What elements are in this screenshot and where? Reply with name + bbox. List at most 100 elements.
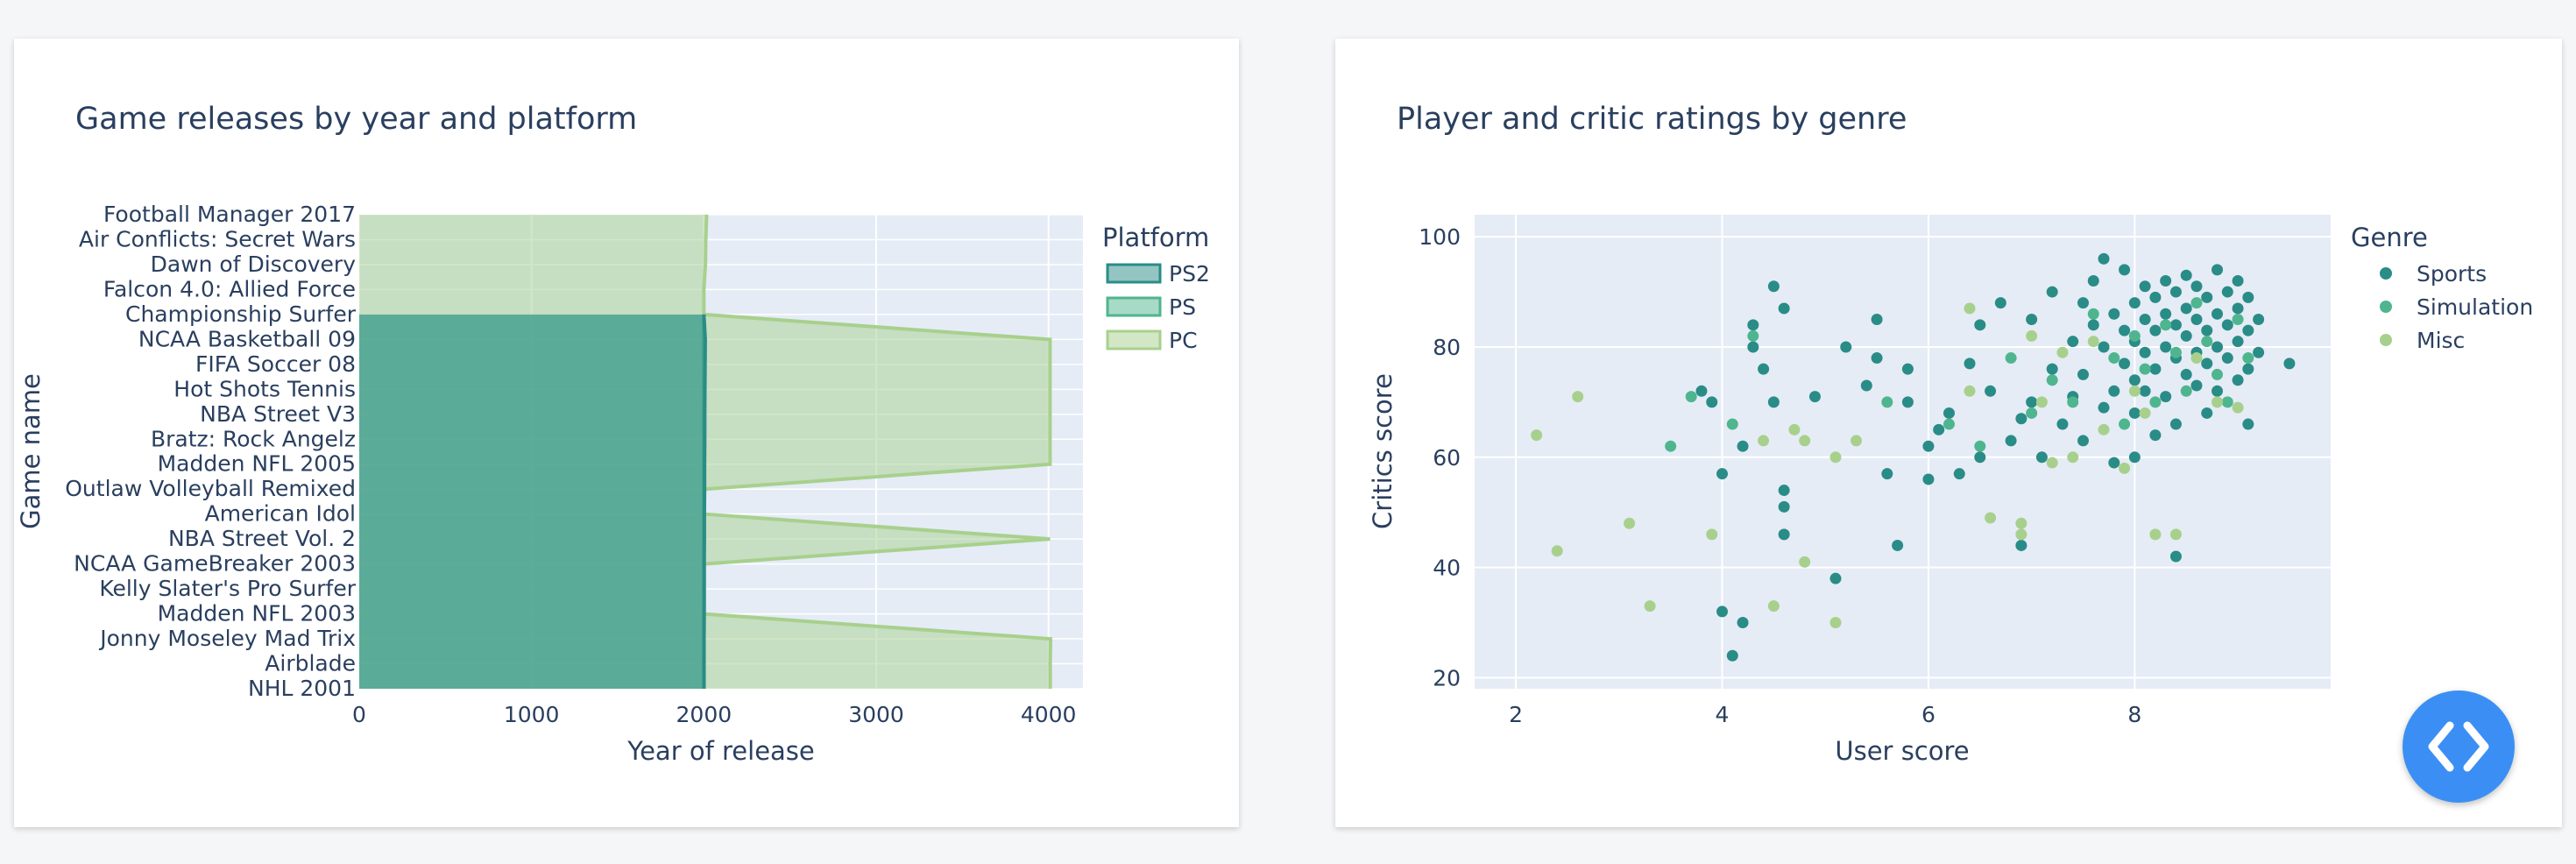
scatter-point-sports — [2232, 336, 2244, 348]
scatter-point-sports — [2180, 329, 2192, 342]
scatter-point-sports — [2242, 324, 2254, 336]
right-y-tick-label: 20 — [1433, 665, 1461, 690]
scatter-point-sports — [2180, 302, 2192, 315]
series-line-ps2 — [702, 314, 707, 689]
scatter-point-misc — [2149, 528, 2162, 541]
right-legend-label: Sports — [2417, 261, 2487, 287]
left-y-axis-title: Game name — [16, 373, 46, 529]
scatter-point-sports — [1840, 341, 1852, 353]
scatter-point-misc — [2035, 396, 2048, 408]
scatter-point-sports — [1881, 468, 1893, 480]
scatter-point-sports — [1737, 440, 1749, 452]
scatter-point-misc — [1964, 302, 1976, 315]
scatter-point-sports — [2169, 319, 2182, 331]
scatter-point-sports — [1778, 302, 1790, 315]
scatter-point-sports — [1943, 407, 1955, 419]
scatter-point-sports — [1778, 485, 1790, 497]
scatter-point-sports — [2212, 264, 2224, 276]
scatter-point-misc — [1799, 435, 1811, 447]
scatter-point-sports — [2242, 418, 2254, 430]
scatter-point-misc — [1624, 517, 1636, 529]
right-y-axis-title: Critics score — [1368, 373, 1398, 529]
series-area-ps2 — [359, 314, 705, 689]
legend-swatch-pc — [1106, 329, 1162, 351]
scatter-point-sports — [1985, 385, 1997, 397]
scatter-point-sports — [2232, 302, 2244, 315]
scatter-point-sports — [1829, 572, 1842, 584]
scatter-point-sports — [2046, 286, 2058, 298]
left-x-tick-label: 2000 — [676, 702, 732, 727]
scatter-point-sports — [1974, 451, 1986, 464]
scatter-point-misc — [1829, 617, 1842, 629]
scatter-point-misc — [2015, 528, 2028, 541]
scatter-point-misc — [2087, 336, 2099, 348]
left-chart-title: Game releases by year and platform — [75, 102, 638, 137]
left-y-tick-label: Madden NFL 2003 — [158, 601, 356, 627]
left-y-tick-label: Bratz: Rock Angelz — [151, 426, 356, 451]
scatter-point-sports — [2253, 314, 2265, 326]
scatter-point-sports — [2139, 314, 2151, 326]
right-plot-background — [1475, 215, 2331, 689]
scatter-point-sports — [2108, 385, 2120, 397]
scatter-point-misc — [1829, 451, 1842, 464]
scatter-point-simulation — [2087, 308, 2099, 320]
scatter-point-sports — [2108, 457, 2120, 469]
left-y-tick-label: Falcon 4.0: Allied Force — [103, 276, 356, 301]
scatter-point-simulation — [2180, 385, 2192, 397]
scatter-point-simulation — [2026, 407, 2038, 419]
scatter-point-sports — [2087, 319, 2099, 331]
left-x-tick-label: 3000 — [848, 702, 904, 727]
scatter-point-sports — [2160, 341, 2172, 353]
scatter-point-misc — [2119, 462, 2131, 474]
left-y-tick-label: Hot Shots Tennis — [173, 376, 356, 401]
scatter-point-sports — [1933, 423, 1945, 436]
code-toggle-button[interactable] — [2403, 690, 2515, 803]
left-y-tick-label: Championship Surfer — [125, 301, 357, 327]
scatter-point-sports — [1964, 358, 1976, 370]
left-y-tick-label: Outlaw Volleyball Remixed — [65, 476, 356, 501]
right-x-tick-label: 8 — [2127, 702, 2141, 727]
scatter-point-sports — [2056, 418, 2069, 430]
scatter-point-sports — [1808, 391, 1821, 403]
scatter-point-misc — [1644, 600, 1656, 613]
scatter-point-simulation — [2067, 396, 2079, 408]
scatter-point-misc — [2015, 517, 2028, 529]
scatter-point-sports — [1747, 341, 1759, 353]
scatter-point-simulation — [1974, 440, 1986, 452]
scatter-point-sports — [2077, 435, 2089, 447]
scatter-point-sports — [2232, 274, 2244, 287]
left-y-tick-label: NBA Street V3 — [200, 401, 356, 427]
scatter-point-misc — [2056, 346, 2069, 358]
scatter-point-sports — [1901, 363, 1914, 375]
scatter-point-sports — [2098, 252, 2110, 265]
scatter-point-sports — [2169, 550, 2182, 563]
right-y-tick-label: 100 — [1419, 224, 1461, 250]
left-y-tick-label: Airblade — [265, 651, 356, 676]
right-legend-label: Simulation — [2417, 294, 2533, 320]
scatter-point-sports — [1778, 500, 1790, 513]
left-y-tick-label: NCAA GameBreaker 2003 — [74, 551, 356, 577]
scatter-point-sports — [2098, 341, 2110, 353]
right-chart-title: Player and critic ratings by genre — [1397, 102, 1907, 137]
legend-marker-misc — [2380, 334, 2392, 346]
scatter-point-sports — [2201, 291, 2213, 303]
scatter-point-sports — [2283, 358, 2296, 370]
scatter-point-sports — [2221, 319, 2233, 331]
scatter-point-sports — [2180, 269, 2192, 281]
scatter-point-sports — [2160, 308, 2172, 320]
scatter-point-sports — [2160, 274, 2172, 287]
scatter-point-simulation — [2190, 297, 2203, 309]
scatter-point-misc — [1531, 429, 1543, 442]
scatter-point-simulation — [2046, 374, 2058, 386]
scatter-point-sports — [2005, 435, 2017, 447]
scatter-point-misc — [2026, 329, 2038, 342]
left-y-tick-label: Football Manager 2017 — [103, 202, 356, 227]
scatter-point-sports — [2149, 324, 2162, 336]
scatter-point-sports — [2190, 314, 2203, 326]
scatter-point-sports — [2201, 407, 2213, 419]
scatter-point-misc — [2190, 352, 2203, 365]
scatter-point-sports — [2139, 385, 2151, 397]
scatter-point-misc — [1799, 556, 1811, 568]
right-x-tick-label: 2 — [1509, 702, 1523, 727]
scatter-point-sports — [1747, 319, 1759, 331]
